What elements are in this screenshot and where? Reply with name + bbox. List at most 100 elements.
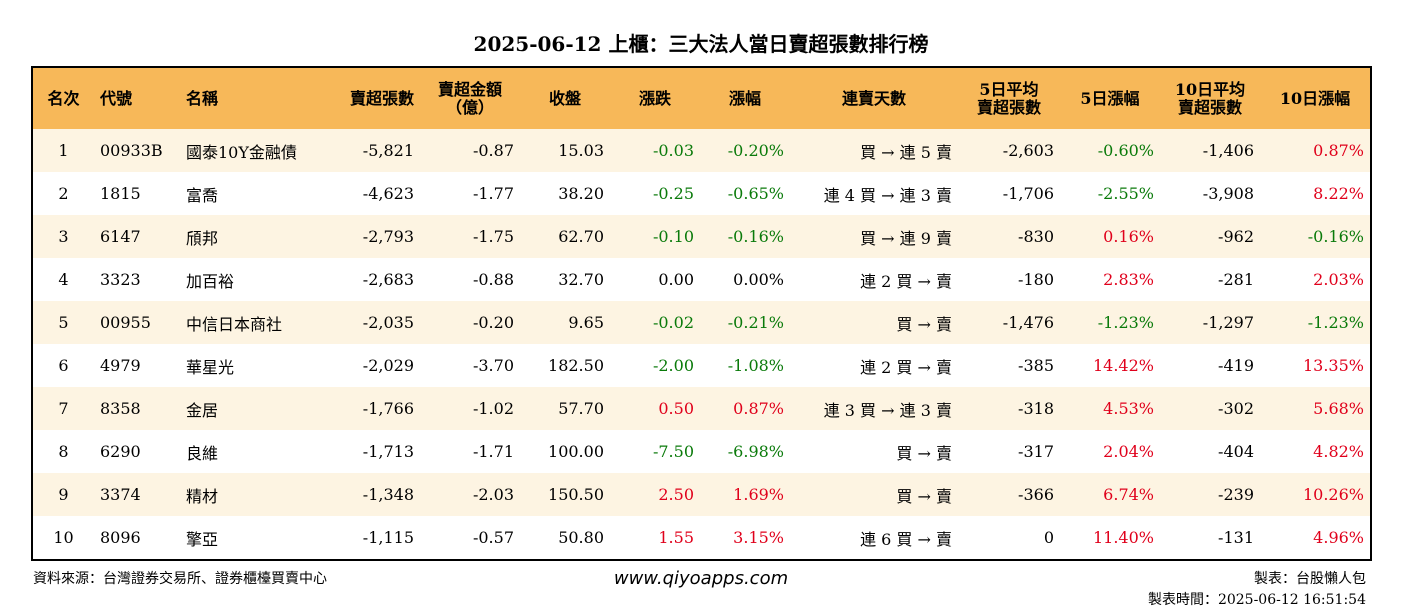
cell-net-sell-amount: -0.20 xyxy=(472,313,514,332)
cell-name: 加百裕 xyxy=(186,271,235,291)
cell-close-price: 38.20 xyxy=(558,184,604,203)
cell-avg10-net-sell: -404 xyxy=(1218,442,1254,461)
table-row: 10 8096 擎亞 -1,115 -0.57 50.80 1.55 3.15% 連 6 買 →… xyxy=(32,516,1371,560)
table-row: 8 6290 良維 -1,713 -1.71 100.00 -7.50 -6.98% 買 → 賣… xyxy=(32,430,1371,473)
table-row: 5 00955 中信日本商社 -2,035 -0.20 9.65 -0.02 -0.21% 買 … xyxy=(32,301,1371,344)
cell-avg10-net-sell: -962 xyxy=(1218,227,1254,246)
cell-close-price: 50.80 xyxy=(558,528,604,547)
cell-net-sell-amount: -3.70 xyxy=(472,356,514,375)
cell-net-sell-lots: -4,623 xyxy=(362,184,414,203)
cell-consecutive-days: 買 → 賣 xyxy=(896,443,952,463)
cell-change-pct: -0.16% xyxy=(727,227,784,246)
cell-consecutive-days: 買 → 連 5 賣 xyxy=(860,142,952,162)
header-consecutive-days: 連賣天數 xyxy=(841,88,906,108)
cell-avg5-net-sell: 0 xyxy=(1043,528,1054,547)
table-row: 2 1815 富喬 -4,623 -1.77 38.20 -0.25 -0.65% 連 4 買 … xyxy=(32,172,1371,215)
cell-change-pct: -0.21% xyxy=(727,313,784,332)
cell-consecutive-days: 連 6 買 → 賣 xyxy=(860,529,952,549)
header-name: 名稱 xyxy=(186,88,219,108)
cell-net-sell-lots: -2,683 xyxy=(362,270,414,289)
header-code: 代號 xyxy=(100,88,133,108)
cell-net-sell-lots: -1,115 xyxy=(362,528,414,547)
header-net-sell-lots: 賣超張數 xyxy=(349,88,414,108)
cell-net-sell-lots: -1,348 xyxy=(362,485,414,504)
cell-code: 4979 xyxy=(100,356,141,375)
cell-change: -0.25 xyxy=(652,184,694,203)
cell-close-price: 62.70 xyxy=(558,227,604,246)
header-close-price: 收盤 xyxy=(548,88,581,108)
cell-change: -0.10 xyxy=(652,227,694,246)
cell-name: 富喬 xyxy=(186,185,219,205)
cell-change: 0.50 xyxy=(658,399,694,418)
ranking-table: 名次 代號 名稱 賣超張數 賣超金額 （億） 收盤 漲跌 漲幅 連賣天數 5日平均 賣超張數 5日漲幅 1… xyxy=(31,66,1372,561)
cell-close-price: 100.00 xyxy=(548,442,604,461)
cell-code: 00955 xyxy=(100,313,151,332)
cell-name: 良維 xyxy=(186,443,219,463)
cell-change: -0.03 xyxy=(652,141,694,160)
cell-pct5: 14.42% xyxy=(1092,356,1154,375)
cell-net-sell-amount: -2.03 xyxy=(472,485,514,504)
cell-close-price: 15.03 xyxy=(558,141,604,160)
page-title: 2025-06-12 上櫃：三大法人當日賣超張數排行榜 xyxy=(473,32,929,56)
cell-code: 00933B xyxy=(100,141,163,160)
cell-code: 6290 xyxy=(100,442,141,461)
author-credit: 製表：台股懶人包 xyxy=(1254,571,1366,587)
cell-change: 1.55 xyxy=(658,528,694,547)
cell-net-sell-lots: -1,766 xyxy=(362,399,414,418)
cell-rank: 6 xyxy=(58,356,69,375)
cell-net-sell-lots: -2,793 xyxy=(362,227,414,246)
cell-pct10: 8.22% xyxy=(1313,184,1364,203)
table-row: 4 3323 加百裕 -2,683 -0.88 32.70 0.00 0.00% 連 2 買 →… xyxy=(32,258,1371,301)
cell-avg5-net-sell: -318 xyxy=(1018,399,1054,418)
cell-avg5-net-sell: -180 xyxy=(1018,270,1054,289)
cell-avg5-net-sell: -317 xyxy=(1018,442,1054,461)
cell-change-pct: 3.15% xyxy=(733,528,784,547)
data-source-note: 資料來源：台灣證券交易所、證券櫃檯買賣中心 xyxy=(33,571,327,587)
cell-close-price: 182.50 xyxy=(548,356,604,375)
website-link[interactable]: www.qiyoapps.com xyxy=(613,568,789,589)
cell-pct5: -1.23% xyxy=(1097,313,1154,332)
table-body: 1 00933B 國泰10Y金融債 -5,821 -0.87 15.03 -0.03 -0.2… xyxy=(32,129,1371,560)
cell-change-pct: 0.00% xyxy=(733,270,784,289)
cell-net-sell-amount: -1.71 xyxy=(472,442,514,461)
cell-change-pct: -0.20% xyxy=(727,141,784,160)
cell-change-pct: 1.69% xyxy=(733,485,784,504)
cell-avg5-net-sell: -1,476 xyxy=(1002,313,1054,332)
table-row: 7 8358 金居 -1,766 -1.02 57.70 0.50 0.87% 連 3 買 → … xyxy=(32,387,1371,430)
cell-avg5-net-sell: -2,603 xyxy=(1002,141,1054,160)
cell-change: -2.00 xyxy=(652,356,694,375)
cell-rank: 4 xyxy=(58,270,69,289)
cell-name: 華星光 xyxy=(186,357,235,377)
cell-avg10-net-sell: -239 xyxy=(1218,485,1254,504)
cell-pct5: 11.40% xyxy=(1092,528,1154,547)
cell-rank: 8 xyxy=(58,442,69,461)
cell-pct10: 2.03% xyxy=(1313,270,1364,289)
cell-rank: 1 xyxy=(58,141,69,160)
cell-rank: 10 xyxy=(53,528,74,547)
table-row: 1 00933B 國泰10Y金融債 -5,821 -0.87 15.03 -0.03 -0.2… xyxy=(32,129,1371,172)
header-change-pct: 漲幅 xyxy=(728,88,761,108)
cell-net-sell-lots: -2,029 xyxy=(362,356,414,375)
table-header-row: 名次 代號 名稱 賣超張數 賣超金額 （億） 收盤 漲跌 漲幅 連賣天數 5日平均 賣超張數 5日漲幅 1… xyxy=(32,67,1371,129)
cell-close-price: 150.50 xyxy=(548,485,604,504)
cell-net-sell-amount: -0.87 xyxy=(472,141,514,160)
header-pct5: 5日漲幅 xyxy=(1080,88,1140,108)
cell-pct5: -0.60% xyxy=(1097,141,1154,160)
cell-code: 3323 xyxy=(100,270,141,289)
cell-pct10: 10.26% xyxy=(1302,485,1364,504)
cell-code: 8096 xyxy=(100,528,141,547)
header-avg5-net-sell: 5日平均 賣超張數 xyxy=(976,79,1041,117)
cell-change-pct: -0.65% xyxy=(727,184,784,203)
cell-name: 國泰10Y金融債 xyxy=(186,142,297,162)
cell-avg5-net-sell: -366 xyxy=(1018,485,1054,504)
cell-pct10: -1.23% xyxy=(1307,313,1364,332)
cell-consecutive-days: 連 4 買 → 連 3 賣 xyxy=(823,185,952,205)
cell-avg10-net-sell: -131 xyxy=(1218,528,1254,547)
cell-name: 擎亞 xyxy=(186,529,219,549)
cell-avg5-net-sell: -830 xyxy=(1018,227,1054,246)
table-row: 9 3374 精材 -1,348 -2.03 150.50 2.50 1.69% 買 → 賣 -3… xyxy=(32,473,1371,516)
cell-consecutive-days: 連 2 買 → 賣 xyxy=(860,271,952,291)
cell-avg10-net-sell: -281 xyxy=(1218,270,1254,289)
cell-name: 精材 xyxy=(186,486,219,506)
cell-pct10: 0.87% xyxy=(1313,141,1364,160)
